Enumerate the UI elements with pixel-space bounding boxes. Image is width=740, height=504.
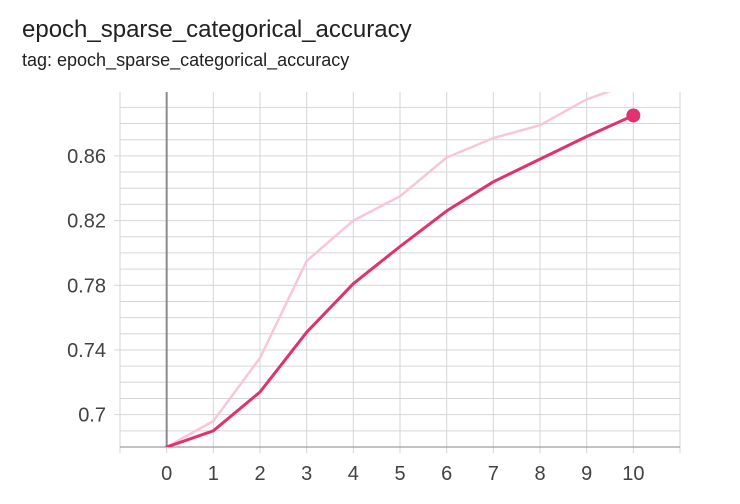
raw-series-line bbox=[165, 92, 612, 447]
y-tick-label: 0.82 bbox=[67, 211, 106, 233]
x-tick-label: 8 bbox=[534, 463, 545, 485]
x-tick-label: 1 bbox=[208, 463, 219, 485]
x-tick-label: 5 bbox=[394, 463, 405, 485]
x-tick-label: 3 bbox=[301, 463, 312, 485]
smoothed-series-line bbox=[165, 114, 635, 447]
x-tick-label: 6 bbox=[441, 463, 452, 485]
axes bbox=[114, 92, 680, 448]
marker-layer bbox=[626, 108, 641, 123]
y-tick-label: 0.86 bbox=[67, 146, 106, 168]
x-tick-label: 4 bbox=[348, 463, 359, 485]
last-point-marker bbox=[626, 108, 641, 123]
x-tick-label: 0 bbox=[161, 463, 172, 485]
chart-tag-subtitle: tag: epoch_sparse_categorical_accuracy bbox=[22, 50, 350, 70]
series-layer bbox=[165, 92, 635, 447]
chart-title: epoch_sparse_categorical_accuracy bbox=[22, 16, 412, 43]
y-tick-label: 0.74 bbox=[67, 340, 106, 362]
tick-labels: 0.7 0.74 0.78 0.82 0.86 0 1 2 3 4 5 6 7 8 9 10 bbox=[67, 146, 644, 485]
x-tick-label: 2 bbox=[254, 463, 265, 485]
y-tick-label: 0.78 bbox=[67, 275, 106, 297]
x-tick-label: 10 bbox=[622, 463, 644, 485]
grid bbox=[119, 92, 681, 453]
x-tick-label: 7 bbox=[488, 463, 499, 485]
x-tick-label: 9 bbox=[581, 463, 592, 485]
y-tick-label: 0.7 bbox=[78, 405, 106, 427]
